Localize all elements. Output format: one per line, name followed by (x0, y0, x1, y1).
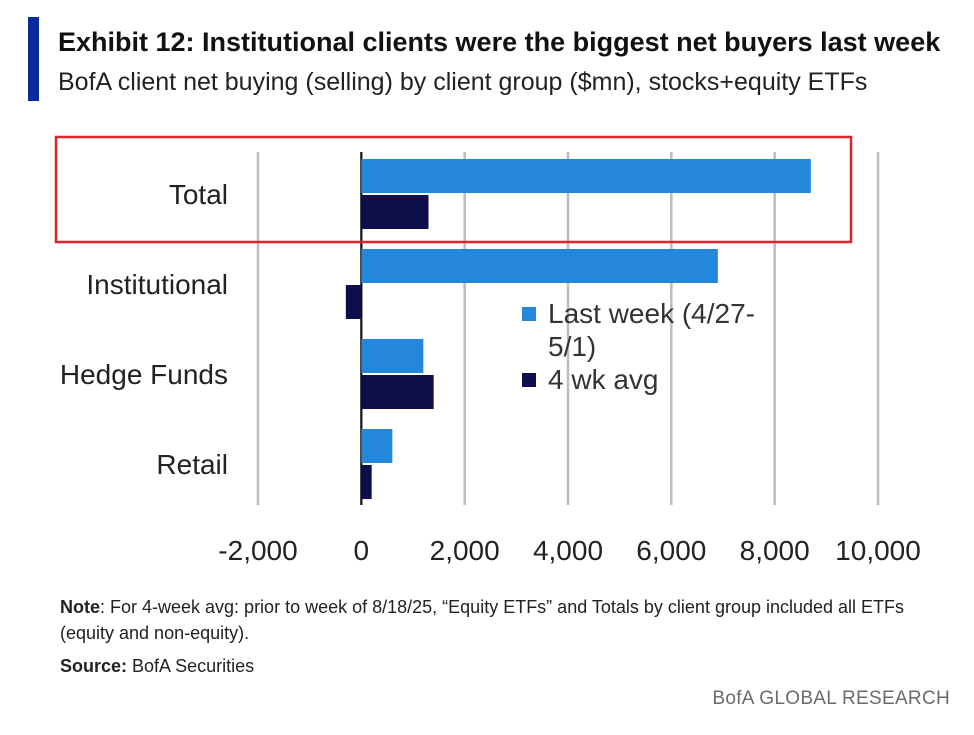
x-tick-label: -2,000 (218, 535, 297, 566)
source-label: Source: (60, 656, 128, 676)
brand-label: BofA GLOBAL RESEARCH (712, 688, 950, 709)
category-label: Hedge Funds (60, 359, 228, 390)
highlight-box (54, 135, 853, 244)
bar-last-week (361, 429, 393, 463)
legend-swatch (522, 373, 536, 387)
x-tick-label: 10,000 (835, 535, 921, 566)
bar-last-week (361, 159, 811, 193)
category-label: Total (169, 179, 228, 210)
chart-title: Exhibit 12: Institutional clients were t… (58, 27, 941, 57)
x-tick-label: 6,000 (636, 535, 706, 566)
chart-subtitle: BofA client net buying (selling) by clie… (58, 68, 868, 96)
chart-note: Note: For 4-week avg: prior to week of 8… (60, 594, 960, 646)
category-label: Retail (156, 449, 228, 480)
legend-label: Last week (4/27- (548, 298, 755, 329)
chart-source: Source: BofA Securities (60, 656, 254, 677)
note-label: Note (60, 597, 100, 617)
category-label: Institutional (86, 269, 228, 300)
bar-last-week (361, 249, 718, 283)
bar-4wk-avg (361, 375, 434, 409)
bar-last-week (361, 339, 424, 373)
note-text: : For 4-week avg: prior to week of 8/18/… (60, 597, 905, 643)
bar-4wk-avg (345, 285, 362, 319)
x-tick-label: 0 (354, 535, 370, 566)
bar-4wk-avg (361, 465, 372, 499)
x-tick-label: 4,000 (533, 535, 603, 566)
x-tick-label: 2,000 (430, 535, 500, 566)
legend-label: 4 wk avg (548, 364, 659, 395)
title-accent-bar (28, 17, 39, 101)
source-text: BofA Securities (127, 656, 255, 676)
x-tick-label: 8,000 (740, 535, 810, 566)
legend-swatch (522, 307, 536, 321)
bar-chart: -2,000 0 2,000 4,000 6,000 8,000 10,000 Total In… (54, 135, 921, 566)
legend-label: 5/1) (548, 331, 596, 362)
bar-4wk-avg (361, 195, 429, 229)
